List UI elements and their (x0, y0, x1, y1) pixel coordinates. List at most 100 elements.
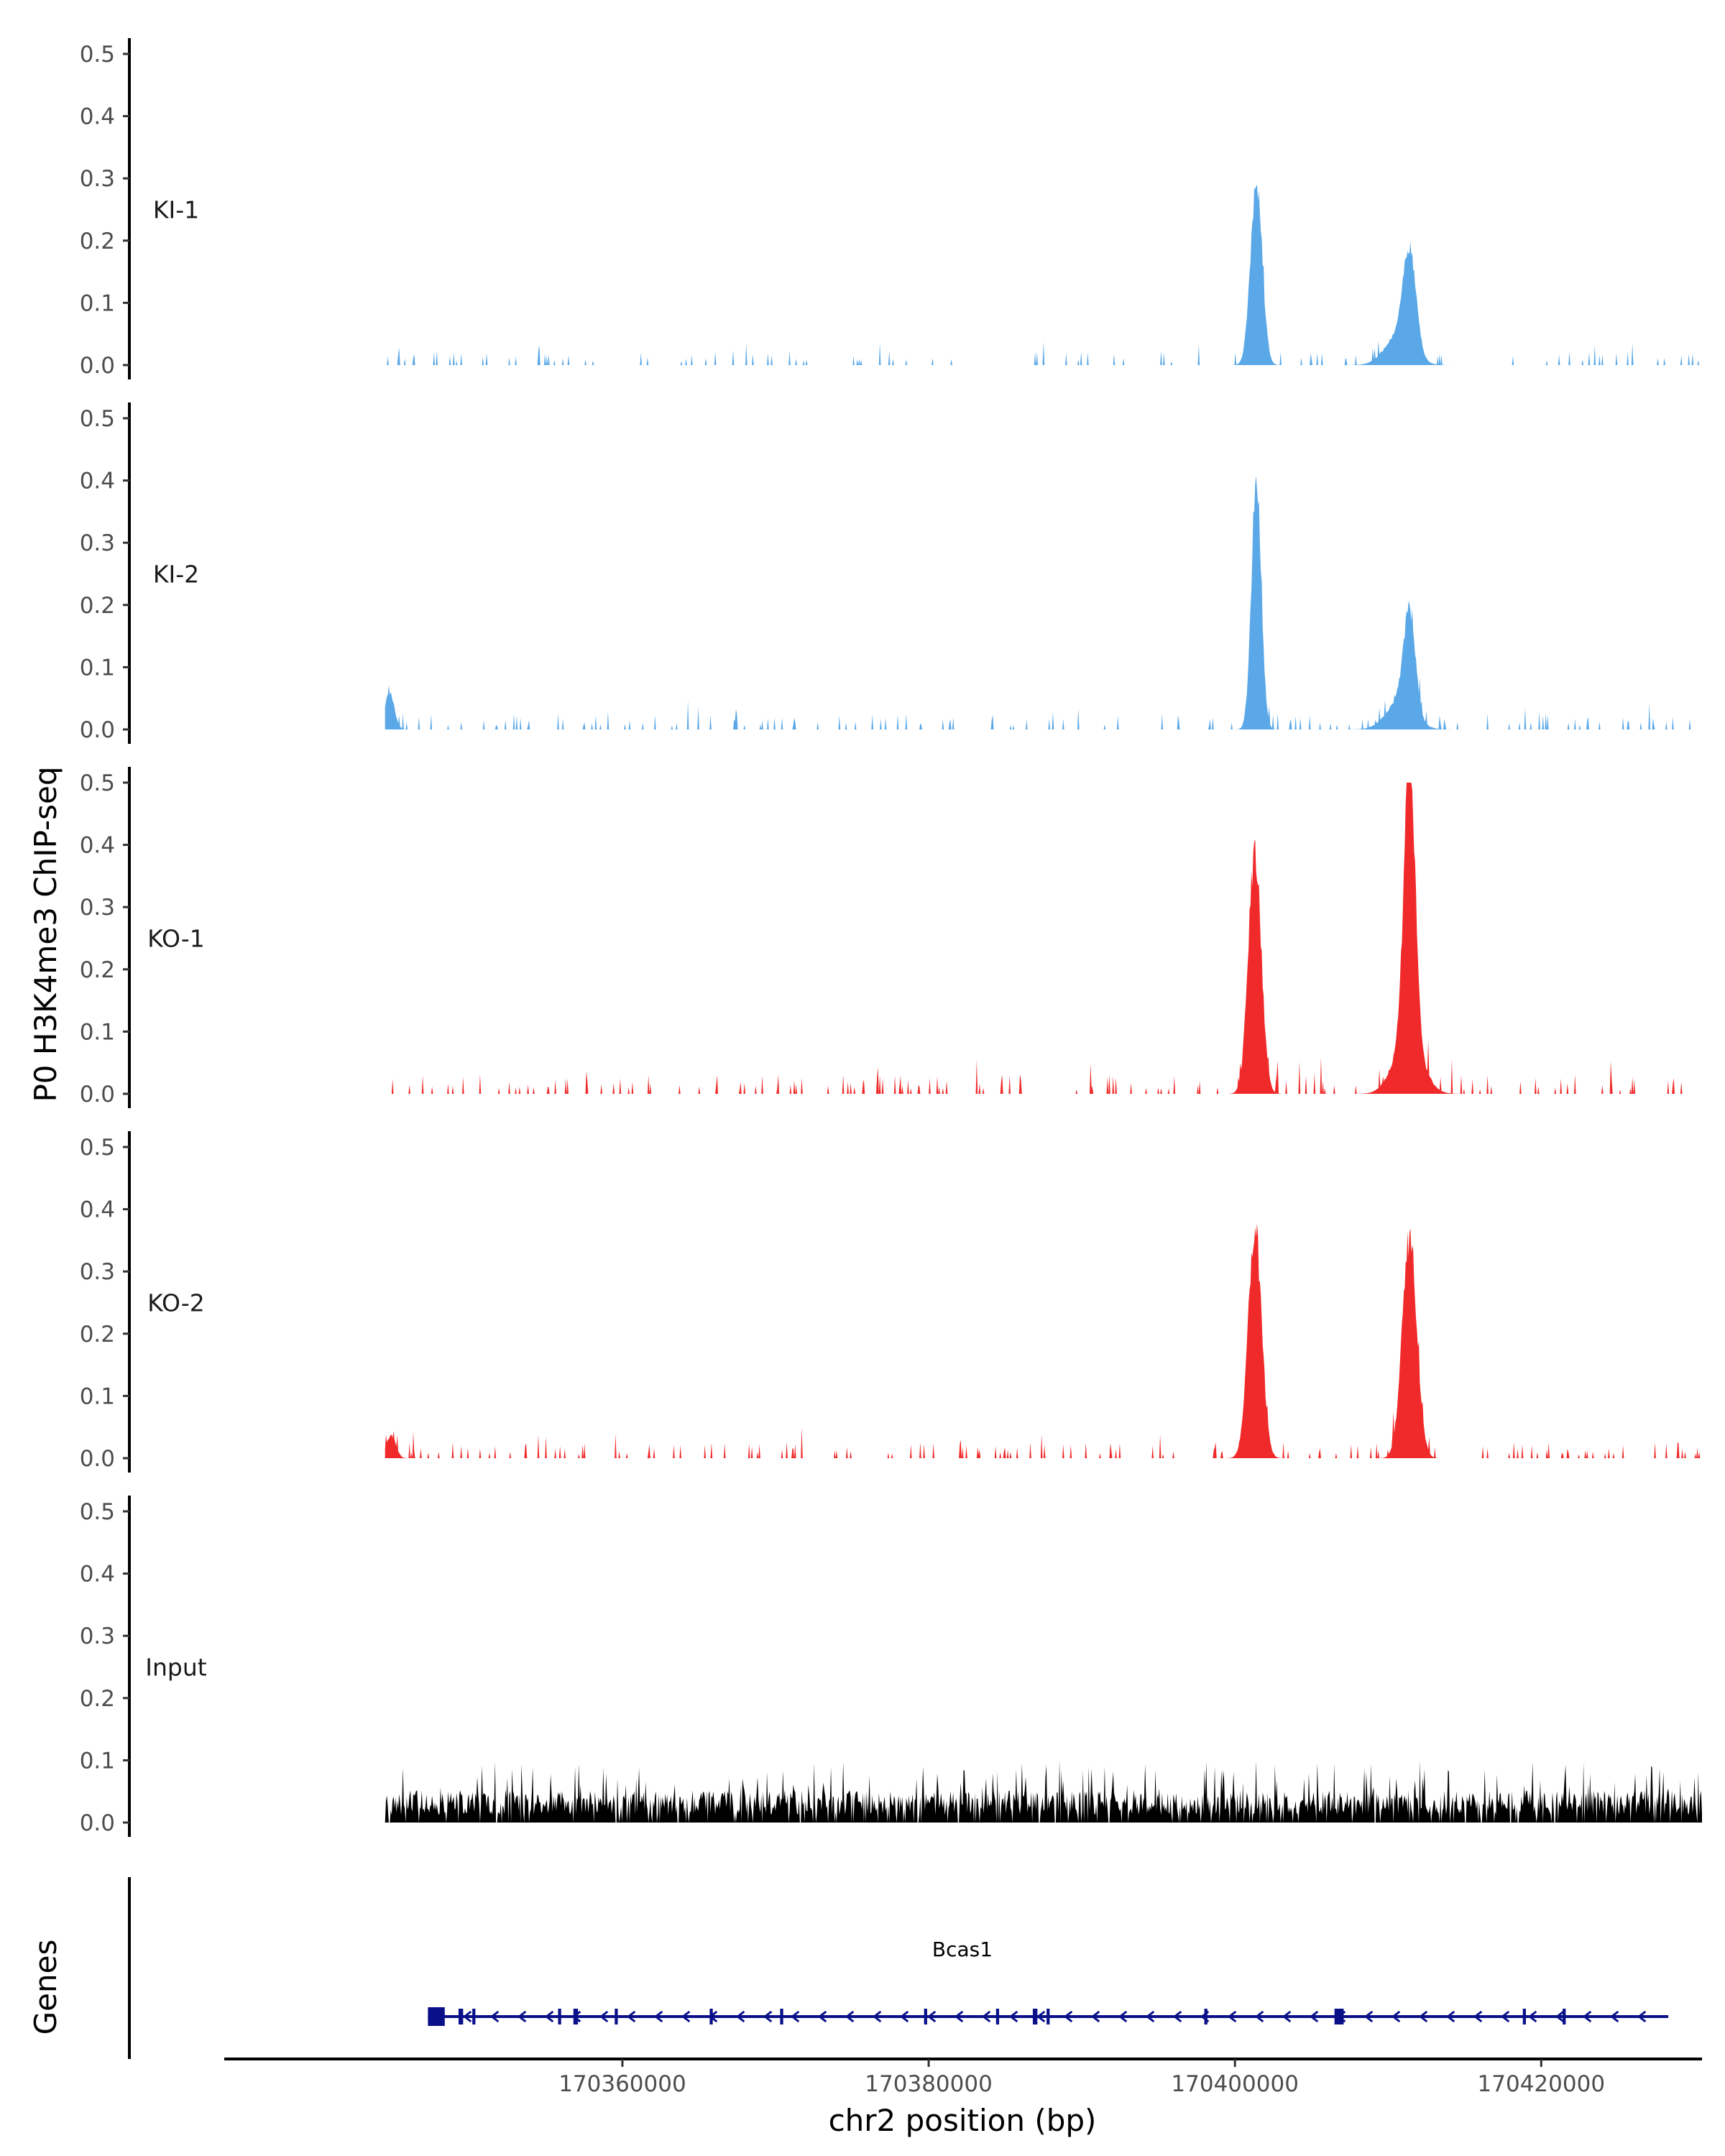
x-axis: chr2 position (bp) 170360000 170380000 170… (224, 2058, 1702, 2138)
strand-arrow (763, 2010, 773, 2023)
strand-arrow (899, 2010, 909, 2023)
y-tick-label: 0.4 (80, 833, 115, 859)
strand-arrow (462, 2010, 472, 2023)
strand-arrow (1118, 2010, 1128, 2023)
y-tick-label: 0.3 (80, 895, 115, 921)
track-label: KI-2 (153, 561, 199, 589)
y-tick-label: 0.5 (80, 770, 115, 796)
strand-arrow (1227, 2010, 1237, 2023)
y-tick-label: 0.5 (80, 406, 115, 432)
gene-exon (428, 2007, 445, 2026)
strand-arrow (599, 2010, 609, 2023)
track-ki-1: 0.0 0.1 0.2 0.3 0.4 0.5 KI-1 (80, 38, 1703, 379)
strand-arrow (1527, 2010, 1537, 2023)
y-tick-label: 0.2 (80, 1322, 115, 1348)
y-tick-label: 0.1 (80, 1748, 115, 1774)
y-tick-label: 0.0 (80, 717, 115, 743)
y-axis-title: P0 H3K4me3 ChIP-seq (28, 766, 63, 1102)
strand-arrow (626, 2010, 636, 2023)
gene-name-label: Bcas1 (932, 1938, 993, 1961)
gene-exon (573, 2009, 579, 2024)
strand-arrow (1391, 2010, 1401, 2023)
strand-arrow (1500, 2010, 1510, 2023)
genes-track: Genes Bcas1 (28, 1877, 1669, 2059)
gene-exon (1334, 2009, 1344, 2024)
strand-arrow (1363, 2010, 1374, 2023)
y-tick-label: 0.4 (80, 1562, 115, 1588)
y-tick-label: 0.1 (80, 1383, 115, 1409)
strand-arrow (981, 2010, 991, 2023)
track-label: Input (145, 1654, 207, 1682)
x-axis-title: chr2 position (bp) (829, 2103, 1097, 2138)
y-tick-label: 0.0 (80, 1446, 115, 1472)
y-tick-label: 0.3 (80, 1259, 115, 1285)
y-tick-label: 0.5 (80, 1499, 115, 1525)
strand-arrow (544, 2010, 554, 2023)
strand-arrow (926, 2010, 937, 2023)
y-tick-label: 0.0 (80, 1082, 115, 1107)
y-tick-label: 0.2 (80, 957, 115, 983)
x-tick-label: 170420000 (1478, 2071, 1606, 2097)
strand-arrow (817, 2010, 827, 2023)
y-tick-label: 0.0 (80, 353, 115, 379)
y-tick-label: 0.5 (80, 42, 115, 68)
y-tick-label: 0.1 (80, 290, 115, 316)
strand-arrow (1582, 2010, 1592, 2023)
gene-exon (709, 2009, 713, 2024)
strand-arrow (735, 2010, 745, 2023)
strand-arrow (653, 2010, 663, 2023)
strand-arrow (1090, 2010, 1100, 2023)
y-tick-label: 0.4 (80, 1197, 115, 1223)
x-tick-label: 170380000 (865, 2071, 993, 2097)
coverage-tracks: 0.0 0.1 0.2 0.3 0.4 0.5 KI-1 0.0 0.1 0.2 0.3 0.4 0.5… (80, 38, 1703, 1837)
track-label: KO-2 (147, 1289, 205, 1317)
track-label: KI-1 (153, 196, 199, 224)
track-ko-1: 0.0 0.1 0.2 0.3 0.4 0.5 KO-1 (80, 767, 1703, 1108)
strand-arrow (1282, 2010, 1292, 2023)
y-tick-label: 0.4 (80, 469, 115, 494)
y-tick-label: 0.3 (80, 166, 115, 192)
strand-arrow (1418, 2010, 1428, 2023)
strand-arrow (845, 2010, 855, 2023)
strand-arrow (681, 2010, 691, 2023)
gene-exon (615, 2009, 618, 2024)
gene-exon (1522, 2009, 1526, 2024)
y-tick-label: 0.4 (80, 104, 115, 130)
gene-exon (472, 2009, 476, 2024)
gene-exon (1032, 2009, 1038, 2024)
strand-arrow (1609, 2010, 1619, 2023)
coverage-area (385, 475, 1703, 729)
y-tick-label: 0.5 (80, 1135, 115, 1161)
y-tick-label: 0.0 (80, 1810, 115, 1836)
strand-arrow (1445, 2010, 1455, 2023)
y-tick-label: 0.1 (80, 655, 115, 681)
genes-track-title: Genes (28, 1940, 63, 2035)
coverage-area (385, 783, 1703, 1094)
gene-exon (780, 2009, 783, 2024)
gene-exon (995, 2009, 1000, 2024)
track-input: 0.0 0.1 0.2 0.3 0.4 0.5 Input (80, 1496, 1703, 1837)
y-tick-label: 0.1 (80, 1019, 115, 1045)
track-ki-2: 0.0 0.1 0.2 0.3 0.4 0.5 KI-2 (80, 402, 1703, 744)
y-tick-label: 0.2 (80, 229, 115, 254)
strand-arrow (1473, 2010, 1483, 2023)
strand-arrow (489, 2010, 500, 2023)
strand-arrow (954, 2010, 964, 2023)
strand-arrow (1309, 2010, 1319, 2023)
x-tick-label: 170360000 (558, 2071, 686, 2097)
strand-arrow (1637, 2010, 1647, 2023)
strand-arrow (1555, 2010, 1565, 2023)
coverage-area (385, 1760, 1703, 1823)
gene-exon (1046, 2009, 1050, 2024)
strand-arrow (1063, 2010, 1073, 2023)
gene-exon (558, 2009, 561, 2024)
coverage-area (385, 185, 1703, 365)
y-tick-label: 0.3 (80, 530, 115, 556)
y-tick-label: 0.2 (80, 1686, 115, 1712)
strand-arrow (872, 2010, 882, 2023)
track-ko-2: 0.0 0.1 0.2 0.3 0.4 0.5 KO-2 (80, 1131, 1703, 1473)
y-tick-label: 0.3 (80, 1623, 115, 1649)
strand-arrow (1036, 2010, 1046, 2023)
strand-arrow (1008, 2010, 1018, 2023)
